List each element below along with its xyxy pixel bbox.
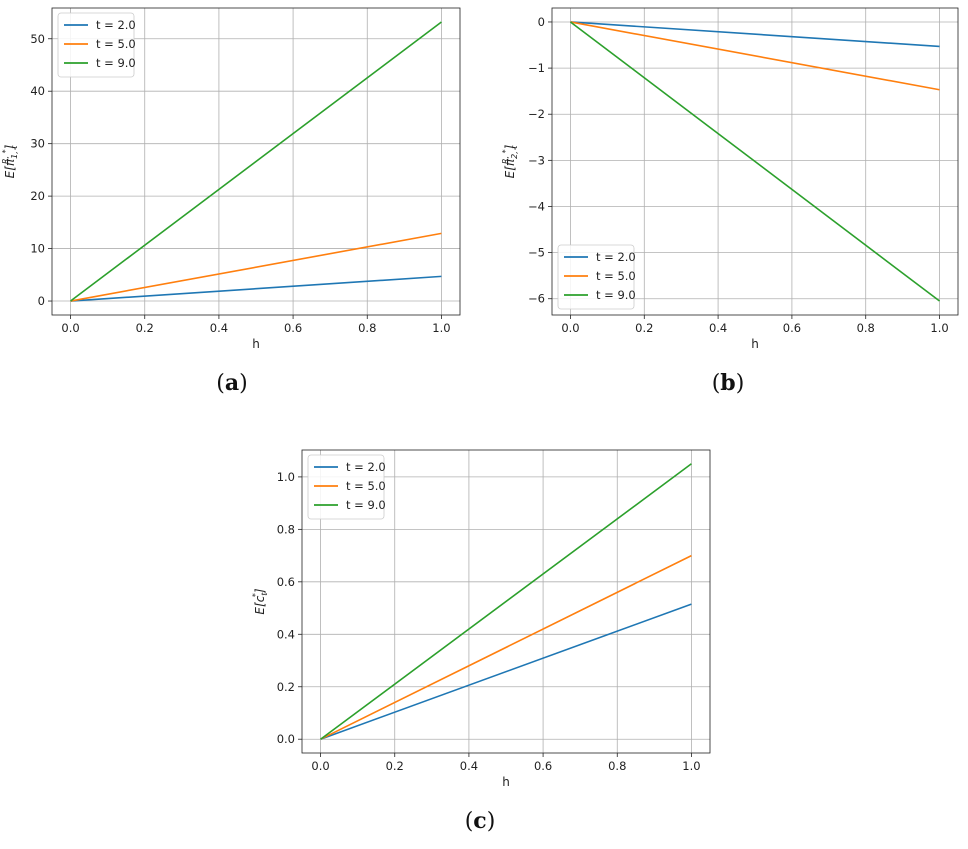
series-lines	[320, 463, 692, 740]
series-line	[569, 21, 941, 302]
axes-frame	[51, 7, 461, 316]
legend: t = 2.0 t = 5.0 t = 9.0	[57, 12, 136, 78]
x-tick-label: 0.6	[783, 321, 801, 335]
chart-panel-b: 0.0 0.2 0.4 0.6 0.8 1.0 0 −1 −2 −3 −4 −5 −6 h E[π2, tR…	[501, 7, 959, 396]
y-axis-label: E[π2, tR, *]	[501, 144, 519, 178]
x-axis-label: h	[252, 337, 260, 351]
tick-labels: 0.0 0.2 0.4 0.6 0.8 1.0 0 −1 −2 −3 −4 −5 −6	[528, 15, 949, 335]
y-tick-label: −2	[528, 107, 545, 121]
y-axis-label: E[ct*]	[251, 588, 269, 614]
x-tick-label: 0.2	[386, 759, 404, 773]
y-tick-label: −1	[528, 61, 545, 75]
x-tick-label: 0.2	[136, 321, 154, 335]
legend-label: t = 5.0	[346, 479, 386, 493]
y-tick-label: −3	[528, 153, 545, 167]
y-tick-label: −5	[528, 246, 545, 260]
legend: t = 2.0 t = 5.0 t = 9.0	[557, 244, 636, 310]
series-lines	[70, 21, 442, 302]
legend-box	[307, 454, 385, 520]
chart-panel-a: 0.0 0.2 0.4 0.6 0.8 1.0 0 10 20 30 40 50 h E[π1, tR, …	[1, 7, 461, 396]
y-tick-label: −4	[528, 199, 545, 213]
x-tick-label: 0.8	[358, 321, 376, 335]
series-line	[320, 603, 692, 740]
tick-labels: 0.0 0.2 0.4 0.6 0.8 1.0 0 10 20 30 40 50	[30, 32, 450, 335]
y-tick-label: 0.2	[277, 680, 295, 694]
y-tick-label: 0.8	[277, 522, 295, 536]
series-line	[70, 232, 442, 302]
y-tick-label: 0.4	[277, 627, 295, 641]
legend-box	[57, 12, 135, 78]
series-line	[570, 21, 940, 91]
y-tick-label: −6	[528, 292, 545, 306]
y-tick-label: 20	[30, 189, 45, 203]
legend-label: t = 9.0	[346, 498, 386, 512]
y-tick-label: 10	[30, 242, 45, 256]
series-lines	[569, 21, 941, 302]
panel-caption: (b)	[712, 370, 745, 396]
series-line	[70, 275, 442, 302]
series-line	[320, 554, 692, 740]
y-tick-label: 0.0	[277, 732, 295, 746]
x-tick-label: 0.4	[709, 321, 727, 335]
legend-label: t = 2.0	[96, 18, 136, 32]
x-tick-label: 1.0	[682, 759, 700, 773]
y-axis-label: E[π1, tR, *]	[1, 144, 19, 178]
legend-label: t = 9.0	[596, 288, 636, 302]
legend-label: t = 9.0	[96, 56, 136, 70]
x-tick-label: 1.0	[432, 321, 450, 335]
x-tick-label: 0.0	[561, 321, 579, 335]
axes-frame	[551, 7, 959, 316]
y-tick-label: 0	[538, 15, 545, 29]
panel-caption: (a)	[216, 370, 247, 396]
grid-lines	[302, 450, 710, 753]
panel-caption: (c)	[465, 808, 496, 834]
y-tick-label: 50	[30, 32, 45, 46]
x-tick-label: 0.6	[284, 321, 302, 335]
series-line	[570, 21, 940, 48]
y-tick-label: 0.6	[277, 575, 295, 589]
x-tick-label: 0.4	[210, 321, 228, 335]
y-tick-label: 30	[30, 137, 45, 151]
series-line	[70, 21, 442, 302]
legend: t = 2.0 t = 5.0 t = 9.0	[307, 454, 386, 520]
x-tick-label: 0.0	[311, 759, 329, 773]
series-line	[320, 463, 692, 740]
legend-label: t = 2.0	[596, 250, 636, 264]
x-tick-label: 0.6	[534, 759, 552, 773]
x-axis-label: h	[502, 775, 510, 789]
axes-frame	[301, 449, 711, 754]
legend-box	[557, 244, 635, 310]
tick-labels: 0.0 0.2 0.4 0.6 0.8 1.0 0.0 0.2 0.4 0.6 0.8 1.0	[277, 470, 701, 773]
chart-panel-c: 0.0 0.2 0.4 0.6 0.8 1.0 0.0 0.2 0.4 0.6 0.8 1.0 h E[c…	[251, 449, 711, 834]
x-tick-label: 0.4	[460, 759, 478, 773]
legend-label: t = 5.0	[596, 269, 636, 283]
legend-label: t = 5.0	[96, 37, 136, 51]
y-tick-label: 40	[30, 84, 45, 98]
x-tick-label: 0.0	[61, 321, 79, 335]
x-tick-label: 0.8	[608, 759, 626, 773]
x-tick-label: 1.0	[930, 321, 948, 335]
x-tick-label: 0.2	[635, 321, 653, 335]
y-tick-label: 0	[38, 294, 45, 308]
x-tick-label: 0.8	[857, 321, 875, 335]
y-tick-label: 1.0	[277, 470, 295, 484]
legend-label: t = 2.0	[346, 460, 386, 474]
x-axis-label: h	[751, 337, 759, 351]
